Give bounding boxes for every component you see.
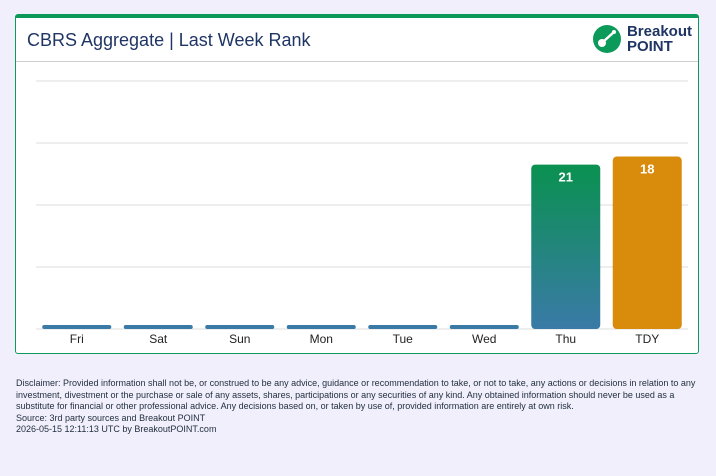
bar-tue[interactable]	[368, 325, 438, 329]
x-tick-label-fri: Fri	[70, 332, 84, 346]
x-tick-label-tdy: TDY	[635, 332, 659, 346]
x-tick-label-mon: Mon	[310, 332, 333, 346]
data-label-tdy: 18	[640, 162, 654, 177]
x-tick-label-tue: Tue	[393, 332, 414, 346]
disclaimer-text: Disclaimer: Provided information shall n…	[16, 378, 696, 411]
chart-header: CBRS Aggregate | Last Week Rank Breakout…	[16, 18, 698, 62]
chart-title: CBRS Aggregate | Last Week Rank	[27, 30, 311, 50]
bar-wed[interactable]	[449, 325, 519, 329]
data-label-thu: 21	[559, 170, 573, 185]
logo-line-1: Breakout	[626, 23, 692, 40]
bar-tdy[interactable]	[612, 156, 682, 329]
x-tick-label-sat: Sat	[149, 332, 168, 346]
bar-sat[interactable]	[123, 325, 193, 329]
bar-fri[interactable]	[42, 325, 112, 329]
logo-text: Breakout POINT	[627, 24, 692, 54]
x-tick-label-wed: Wed	[472, 332, 496, 346]
bar-thu[interactable]	[531, 164, 601, 329]
bar-mon[interactable]	[286, 325, 356, 329]
chart-card: CBRS Aggregate | Last Week Rank Breakout…	[15, 14, 699, 354]
logo-line-2: POINT	[626, 38, 673, 55]
bar-chart: Fri Sat Sun Mon Tue Wed 21 Thu 18 TDY	[36, 80, 688, 346]
footer: Disclaimer: Provided information shall n…	[16, 378, 706, 436]
chart-area: Fri Sat Sun Mon Tue Wed 21 Thu 18 TDY	[16, 62, 698, 357]
breakout-point-logo-icon	[592, 25, 621, 53]
brand-logo[interactable]: Breakout POINT	[592, 22, 692, 56]
bar-sun[interactable]	[205, 325, 275, 329]
x-tick-label-thu: Thu	[555, 332, 576, 346]
x-tick-label-sun: Sun	[229, 332, 250, 346]
timestamp-text: 2026-05-15 12:11:13 UTC by BreakoutPOINT…	[16, 424, 217, 434]
source-text: Source: 3rd party sources and Breakout P…	[16, 412, 206, 423]
